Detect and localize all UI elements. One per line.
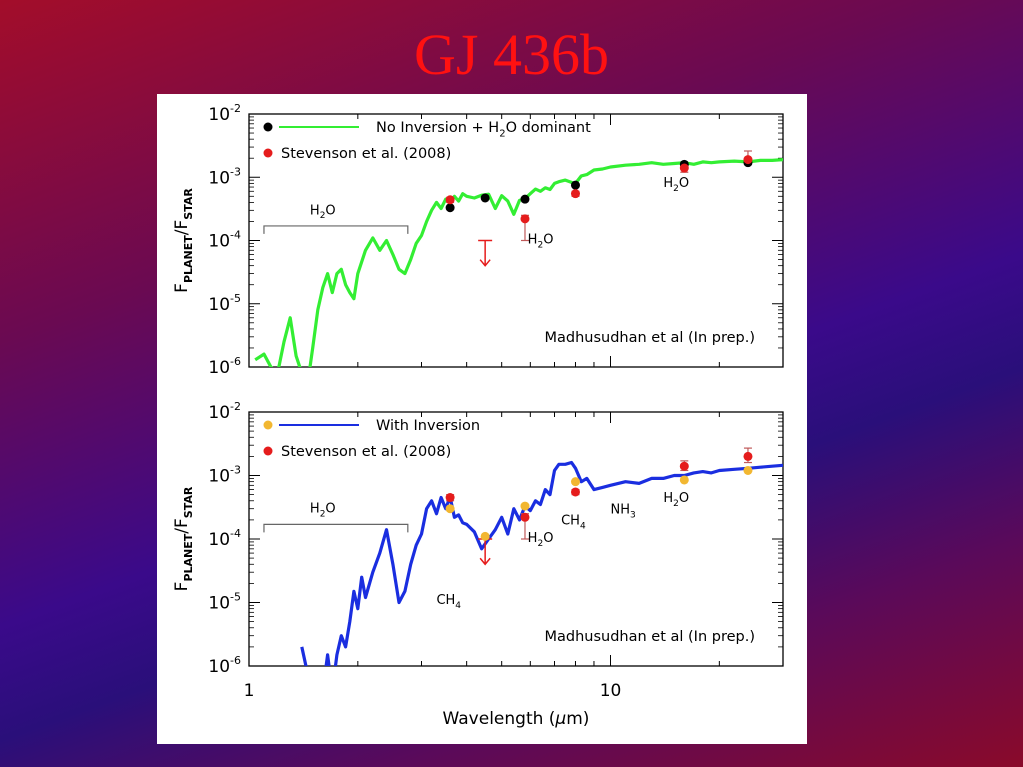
- annotation-label: H2O: [663, 491, 689, 509]
- observed-point: [570, 487, 580, 497]
- legend-label: No Inversion + H2O dominant: [376, 120, 591, 139]
- x-tick-label: 10: [600, 681, 622, 701]
- legend-marker: [263, 446, 273, 456]
- model-spectrum-line: [254, 158, 783, 367]
- observed-point: [445, 195, 455, 205]
- annotation-label: H2O: [528, 232, 554, 250]
- annotation-label: CH4: [436, 593, 461, 611]
- annotation-label: CH4: [561, 513, 586, 531]
- model-point: [520, 194, 530, 204]
- observed-point: [679, 163, 689, 173]
- spectra-chart: 10-2 10-3 10-4 10-5 10-6 FPLANET/FSTAR H2O H2O H…: [172, 102, 784, 729]
- observed-point: [520, 512, 530, 522]
- legend-marker: [263, 148, 273, 158]
- annotation-label: H2O: [528, 531, 554, 549]
- credit-label: Madhusudhan et al (In prep.): [544, 330, 755, 346]
- annotation-label: H2O: [663, 176, 689, 194]
- y-tick-label: 10-3: [208, 165, 241, 188]
- h2o-bracket: [263, 523, 409, 533]
- observed-point: [679, 461, 689, 471]
- model-point: [570, 180, 580, 190]
- y-tick-label: 10-4: [208, 527, 241, 550]
- plot-area: [300, 460, 783, 666]
- legend-label: Stevenson et al. (2008): [281, 146, 451, 162]
- legend-label: Stevenson et al. (2008): [281, 444, 451, 460]
- plot-area: [254, 158, 783, 367]
- legend-label: With Inversion: [376, 418, 480, 434]
- annotation-label: H2O: [310, 203, 336, 221]
- model-point: [743, 465, 753, 475]
- chart-panel-2: 10-2 10-3 10-4 10-5 10-61 10 FPLANET/FSTAR Wave…: [172, 400, 784, 729]
- observed-point: [520, 214, 530, 224]
- model-point: [679, 475, 689, 485]
- model-point: [480, 531, 490, 541]
- slide-title: GJ 436b: [414, 22, 609, 87]
- chart-panel-1: 10-2 10-3 10-4 10-5 10-6 FPLANET/FSTAR H2O H2O H…: [172, 102, 784, 378]
- legend-marker: [263, 420, 273, 430]
- h2o-bracket: [263, 225, 409, 234]
- x-axis-label: Wavelength (μm): [443, 709, 590, 729]
- y-tick-label: 10-6: [208, 355, 241, 378]
- model-point: [570, 477, 580, 487]
- figure: 10-2 10-3 10-4 10-5 10-6 FPLANET/FSTAR H2O H2O H…: [157, 94, 807, 744]
- observed-point: [445, 493, 455, 503]
- y-tick-label: 10-2: [208, 102, 241, 125]
- upper-limit-arrow: [479, 259, 491, 267]
- legend-marker: [263, 122, 273, 132]
- model-spectrum-line: [300, 460, 783, 666]
- observed-point: [743, 155, 753, 165]
- y-tick-label: 10-4: [208, 229, 241, 252]
- model-point: [480, 193, 490, 203]
- y-tick-label: 10-5: [208, 292, 241, 315]
- annotation-label: NH3: [611, 503, 636, 521]
- credit-label: Madhusudhan et al (In prep.): [544, 629, 755, 645]
- y-tick-label: 10-2: [208, 400, 241, 423]
- upper-limit-arrow: [479, 557, 491, 566]
- observed-point: [570, 189, 580, 199]
- observed-point: [743, 451, 753, 461]
- y-axis-label: FPLANET/FSTAR: [172, 188, 195, 293]
- model-point: [520, 501, 530, 511]
- y-tick-label: 10-5: [208, 591, 241, 614]
- annotation-label: H2O: [310, 502, 336, 520]
- model-point: [445, 504, 455, 514]
- y-axis-label: FPLANET/FSTAR: [172, 486, 195, 591]
- y-tick-label: 10-3: [208, 464, 241, 487]
- y-tick-label: 10-6: [208, 654, 241, 677]
- model-point: [445, 203, 455, 213]
- x-tick-label: 1: [244, 681, 255, 701]
